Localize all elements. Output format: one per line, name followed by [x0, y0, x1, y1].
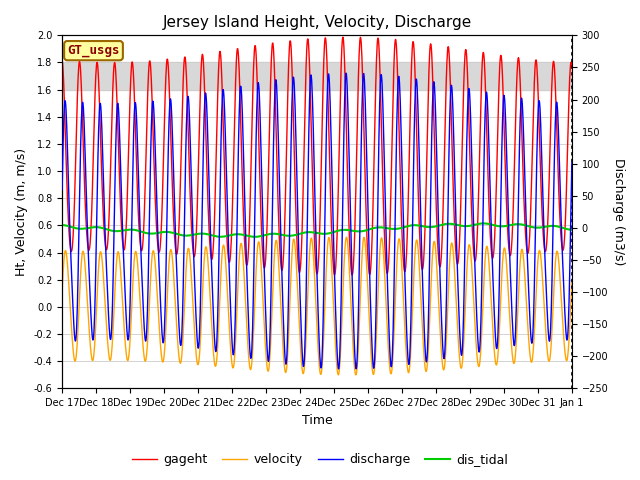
discharge [396, 80, 403, 86]
discharge [259, 192, 266, 198]
Line: discharge: discharge [62, 73, 572, 369]
velocity [524, 314, 531, 320]
dis_tidal [479, 220, 487, 226]
discharge [271, 98, 278, 104]
gageht [259, 241, 266, 247]
velocity [568, 278, 576, 284]
dis_tidal [396, 226, 403, 231]
Bar [62, 62, 572, 90]
velocity [352, 372, 360, 378]
velocity [58, 289, 66, 295]
velocity [259, 281, 266, 287]
Legend: gageht, velocity, discharge, dis_tidal: gageht, velocity, discharge, dis_tidal [127, 448, 513, 471]
discharge [479, 192, 487, 198]
dis_tidal [252, 234, 259, 240]
gageht [396, 145, 403, 151]
dis_tidal [271, 231, 279, 237]
Line: gageht: gageht [62, 37, 572, 275]
gageht [524, 250, 531, 255]
discharge [342, 70, 350, 76]
dis_tidal [171, 230, 179, 236]
velocity [396, 237, 403, 242]
discharge [568, 159, 576, 165]
Y-axis label: Discharge (m3/s): Discharge (m3/s) [612, 158, 625, 265]
Y-axis label: Ht, Velocity (m, m/s): Ht, Velocity (m, m/s) [15, 148, 28, 276]
gageht [171, 236, 179, 242]
Title: Jersey Island Height, Velocity, Discharge: Jersey Island Height, Velocity, Discharg… [163, 15, 472, 30]
dis_tidal [259, 233, 266, 239]
discharge [335, 366, 342, 372]
velocity [271, 251, 278, 256]
Text: GT_usgs: GT_usgs [67, 44, 120, 57]
discharge [58, 187, 66, 192]
gageht [339, 34, 347, 40]
gageht [271, 70, 278, 76]
velocity [342, 234, 350, 240]
gageht [568, 64, 576, 70]
dis_tidal [524, 223, 531, 228]
Line: dis_tidal: dis_tidal [62, 223, 572, 237]
dis_tidal [568, 227, 576, 233]
dis_tidal [479, 220, 487, 226]
dis_tidal [58, 222, 66, 228]
discharge [524, 252, 531, 258]
Line: velocity: velocity [62, 237, 572, 375]
gageht [479, 49, 487, 55]
gageht [58, 58, 66, 63]
velocity [171, 290, 179, 296]
gageht [348, 272, 356, 278]
discharge [171, 210, 179, 216]
X-axis label: Time: Time [301, 414, 332, 427]
velocity [479, 291, 487, 297]
